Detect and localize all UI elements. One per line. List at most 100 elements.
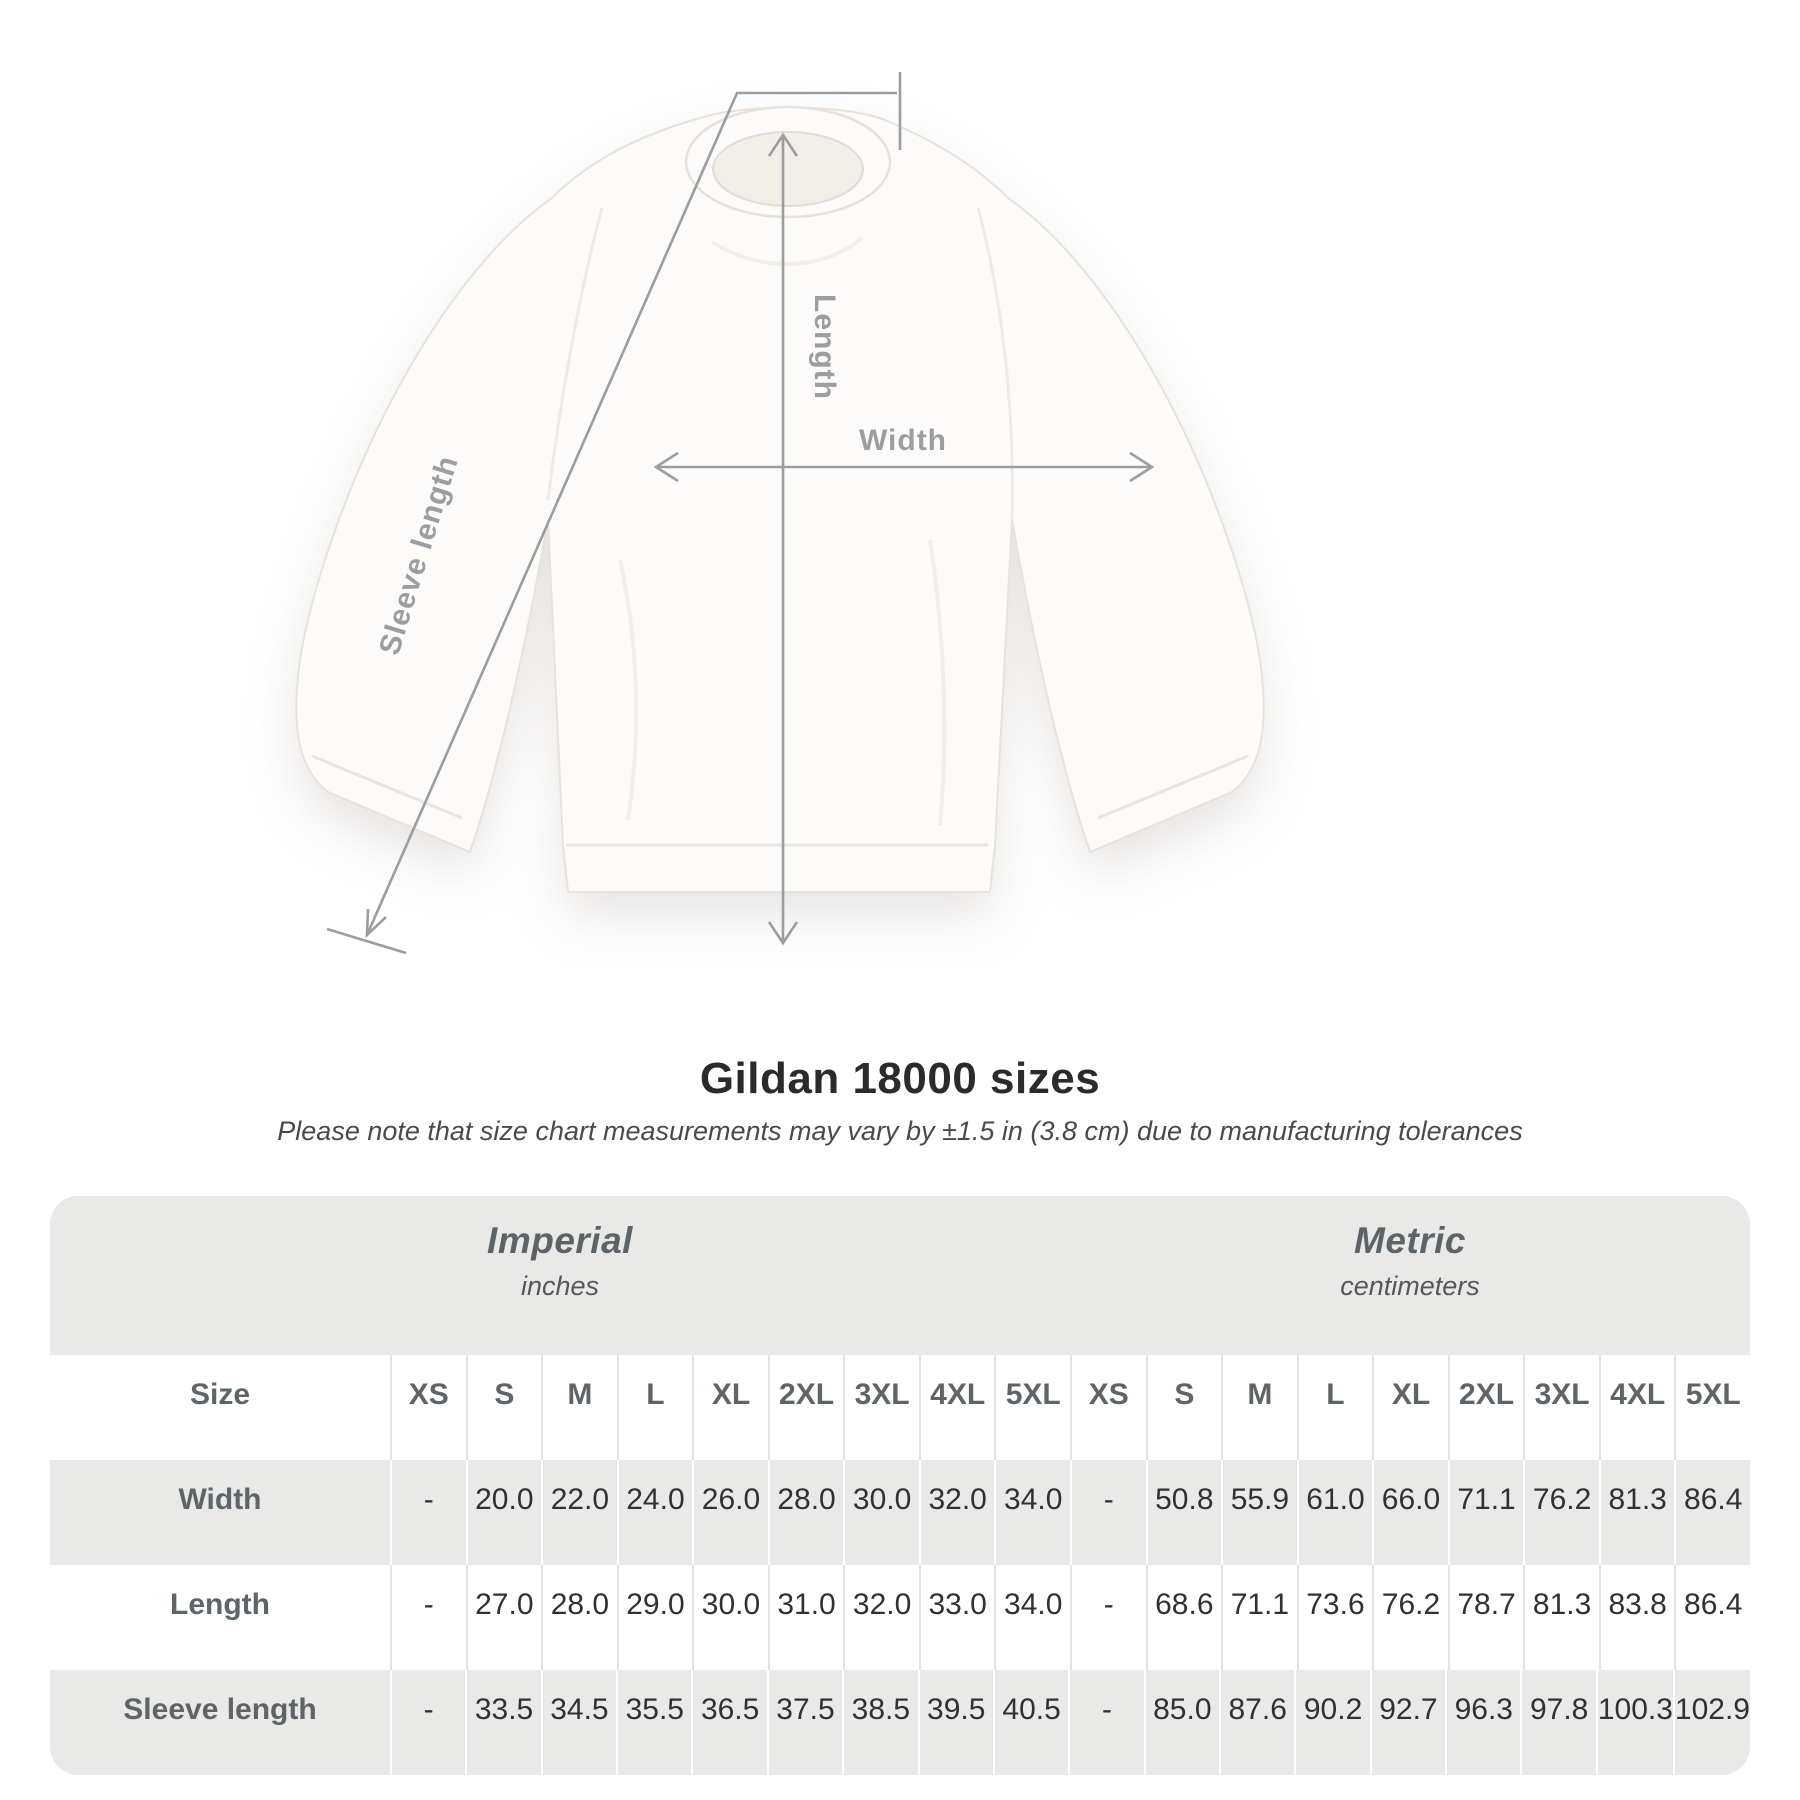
length-dimension-label: Length <box>808 294 841 400</box>
sleeve-arrow <box>365 908 387 939</box>
tolerance-note: Please note that size chart measurements… <box>277 1116 1523 1146</box>
length-row: Length - 27.0 28.0 29.0 30.0 31.0 32.0 3… <box>50 1565 1750 1670</box>
value-cell: 83.8 <box>1598 1565 1675 1670</box>
value-cell: 39.5 <box>917 1670 993 1775</box>
value-cell: 36.5 <box>691 1670 766 1775</box>
value-cell: 28.0 <box>541 1565 617 1670</box>
value-cell: 78.7 <box>1447 1565 1524 1670</box>
value-cell: 32.0 <box>843 1565 919 1670</box>
value-cell: 38.5 <box>842 1670 917 1775</box>
value-cell: 100.3 <box>1595 1670 1673 1775</box>
value-cell: 71.1 <box>1447 1460 1524 1565</box>
size-header-row: Size XS S M L XL 2XL 3XL 4XL 5XL XS S M … <box>50 1355 1750 1460</box>
size-column-header: XL <box>692 1355 768 1460</box>
width-row: Width - 20.0 22.0 24.0 26.0 28.0 30.0 32… <box>50 1460 1750 1565</box>
row-label: Sleeve length <box>123 1692 317 1726</box>
row-label: Width <box>178 1482 262 1516</box>
size-column-header: S <box>1145 1355 1222 1460</box>
size-column-header: 3XL <box>843 1355 919 1460</box>
value-cell: - <box>390 1460 466 1565</box>
imperial-group: Imperial inches <box>50 1196 1070 1355</box>
value-cell: 55.9 <box>1221 1460 1297 1565</box>
value-cell: 71.1 <box>1221 1565 1297 1670</box>
size-column-header: S <box>465 1355 542 1460</box>
value-cell: 20.0 <box>465 1460 542 1565</box>
size-column-header: 2XL <box>767 1355 844 1460</box>
value-cell: 32.0 <box>918 1460 995 1565</box>
sleeve-line <box>365 91 897 936</box>
value-cell: 34.5 <box>540 1670 616 1775</box>
size-column-header: XS <box>390 1355 466 1460</box>
collar-opening <box>712 131 864 207</box>
value-cell: 76.2 <box>1523 1460 1599 1565</box>
value-cell: 29.0 <box>616 1565 693 1670</box>
length-arrow-down <box>767 921 799 946</box>
value-cell: 68.6 <box>1145 1565 1222 1670</box>
value-cell: 30.0 <box>692 1565 768 1670</box>
sleeve-tick-cuff <box>326 927 407 955</box>
value-cell: 30.0 <box>843 1460 919 1565</box>
size-column-header: L <box>1296 1355 1373 1460</box>
value-cell: 31.0 <box>767 1565 844 1670</box>
metric-unit: centimeters <box>1340 1271 1480 1301</box>
right-armhole-seam <box>976 207 1014 521</box>
left-cuff-seam <box>311 754 463 820</box>
value-cell: - <box>390 1670 465 1775</box>
value-cell: 22.0 <box>541 1460 617 1565</box>
value-cell: 50.8 <box>1145 1460 1222 1565</box>
size-column-header: 4XL <box>918 1355 995 1460</box>
width-arrow-right <box>1129 451 1155 483</box>
size-column-header: 4XL <box>1598 1355 1675 1460</box>
size-column-header: L <box>616 1355 693 1460</box>
page-title: Gildan 18000 sizes <box>699 1054 1101 1103</box>
value-cell: 87.6 <box>1219 1670 1294 1775</box>
width-dimension-label: Width <box>859 424 947 457</box>
width-arrow-left <box>653 451 679 483</box>
size-column-header: XL <box>1372 1355 1448 1460</box>
metric-group: Metric centimeters <box>1070 1196 1750 1355</box>
value-cell: 34.0 <box>994 1565 1070 1670</box>
value-cell: 61.0 <box>1296 1460 1373 1565</box>
imperial-unit: inches <box>520 1271 600 1301</box>
value-cell: 97.8 <box>1520 1670 1595 1775</box>
body-fold-right <box>928 539 947 826</box>
value-cell: 81.3 <box>1598 1460 1675 1565</box>
size-column-header: M <box>541 1355 617 1460</box>
value-cell: 26.0 <box>692 1460 768 1565</box>
size-column-header: M <box>1221 1355 1297 1460</box>
value-cell: 81.3 <box>1523 1565 1599 1670</box>
value-cell: 37.5 <box>766 1670 842 1775</box>
size-table: Imperial inches Metric centimeters Size … <box>50 1196 1750 1775</box>
value-cell: 96.3 <box>1445 1670 1520 1775</box>
value-cell: 86.4 <box>1674 1565 1750 1670</box>
value-cell: 24.0 <box>616 1460 693 1565</box>
value-cell: 40.5 <box>992 1670 1068 1775</box>
size-column-header: XS <box>1070 1355 1146 1460</box>
size-column-header: 5XL <box>1674 1355 1750 1460</box>
sweatshirt-body <box>295 106 1265 893</box>
right-cuff-seam <box>1097 754 1249 820</box>
value-cell: 33.0 <box>918 1565 995 1670</box>
value-cell: 90.2 <box>1294 1670 1369 1775</box>
sweatshirt-graphic <box>295 105 1265 893</box>
value-cell: 102.9 <box>1672 1670 1750 1775</box>
size-column-header: 3XL <box>1523 1355 1599 1460</box>
left-armhole-seam <box>546 207 604 501</box>
value-cell: 73.6 <box>1296 1565 1373 1670</box>
value-cell: - <box>1068 1670 1143 1775</box>
value-cell: 76.2 <box>1372 1565 1448 1670</box>
value-cell: - <box>1070 1565 1146 1670</box>
value-cell: 35.5 <box>616 1670 691 1775</box>
value-cell: 92.7 <box>1369 1670 1445 1775</box>
value-cell: 66.0 <box>1372 1460 1448 1565</box>
value-cell: 34.0 <box>994 1460 1070 1565</box>
imperial-label: Imperial <box>487 1220 633 1261</box>
value-cell: - <box>1070 1460 1146 1565</box>
value-cell: 33.5 <box>465 1670 540 1775</box>
corner-header-cell: Size <box>189 1377 251 1411</box>
row-label: Length <box>170 1587 270 1621</box>
unit-group-header: Imperial inches Metric centimeters <box>50 1196 1750 1355</box>
size-column-header: 5XL <box>994 1355 1070 1460</box>
value-cell: 28.0 <box>767 1460 844 1565</box>
length-arrow-up <box>767 132 799 157</box>
